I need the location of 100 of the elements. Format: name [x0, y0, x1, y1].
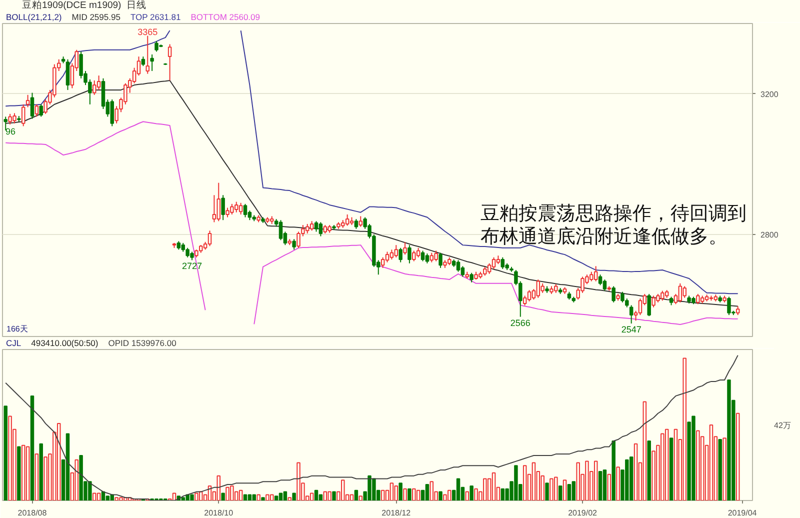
x-tick-label: 2019/04: [728, 508, 758, 518]
series-label: TOP 2631.81: [130, 12, 181, 22]
bar: [17, 446, 21, 500]
candlestick: [345, 214, 350, 226]
annotation: 2547: [621, 324, 642, 334]
candlestick: [243, 203, 248, 218]
candlestick: [238, 202, 243, 215]
candlestick: [430, 252, 434, 263]
text: MID 2595.95: [72, 12, 120, 22]
annotation: 2566: [510, 318, 530, 328]
bar: [545, 482, 549, 500]
bar: [602, 470, 607, 500]
candlestick: [292, 238, 296, 250]
annotation: 96: [6, 126, 16, 136]
candlestick: [416, 247, 420, 258]
text: BOTTOM 2560.09: [190, 12, 260, 22]
bar: [110, 494, 114, 500]
chart-title: 豆粕1909(DCE m1909): [22, 0, 122, 11]
chart-subtitle: 日线: [126, 0, 146, 11]
bar: [39, 443, 43, 500]
candlestick: [380, 256, 385, 268]
bar: [283, 491, 288, 500]
legend-title: CJL: [6, 338, 22, 348]
text: OPID 1539976.00: [108, 338, 176, 348]
legend-title: BOLL(21,21,2): [6, 12, 62, 22]
candlestick: [216, 182, 220, 222]
bar: [470, 485, 474, 500]
bar: [456, 478, 460, 500]
bar: [261, 497, 265, 500]
candlestick: [527, 290, 532, 302]
bar: [248, 494, 252, 500]
candlestick: [212, 194, 216, 223]
bar: [332, 491, 336, 500]
bar: [4, 406, 8, 500]
bar: [221, 492, 225, 500]
bar: [558, 485, 562, 500]
candlestick: [500, 256, 505, 270]
x-tick-label: 2018/10: [204, 508, 234, 518]
candlestick: [598, 274, 602, 286]
bar: [612, 440, 616, 500]
bar: [408, 488, 412, 500]
candlestick: [438, 252, 442, 268]
bar: [252, 494, 256, 500]
candlestick: [318, 222, 323, 237]
candlestick: [314, 220, 318, 232]
bar: [669, 438, 674, 500]
bar: [243, 494, 248, 500]
candlestick: [460, 266, 465, 278]
text: 42万: [774, 420, 791, 432]
bar: [292, 492, 296, 500]
bar: [567, 484, 572, 500]
candlestick: [398, 247, 402, 263]
candlestick: [208, 230, 212, 247]
bar: [66, 433, 70, 500]
bar: [629, 456, 634, 500]
candlestick: [540, 282, 544, 294]
annotation: 布林通道底沿附近逢低做多。: [480, 226, 728, 248]
candlestick: [638, 298, 642, 316]
candlestick: [385, 251, 390, 263]
candlestick: [470, 272, 474, 283]
candlestick: [146, 35, 150, 74]
candlestick: [34, 104, 39, 118]
candlestick: [278, 220, 283, 241]
candlestick: [150, 54, 154, 72]
candlestick: [30, 92, 34, 120]
bar: [30, 395, 34, 500]
bar: [354, 490, 358, 500]
annotation: 3365: [138, 26, 158, 37]
candlestick: [221, 194, 225, 221]
candlestick: [487, 262, 492, 274]
candlestick: [354, 218, 358, 230]
bar: [274, 496, 278, 500]
candlestick: [408, 244, 412, 264]
bar: [438, 491, 442, 500]
candlestick: [434, 250, 438, 262]
candlestick: [39, 104, 43, 118]
text: 493410.00(50:50): [31, 338, 98, 348]
candlestick: [21, 104, 26, 127]
x-tick-label: 2019/02: [568, 508, 598, 518]
annotation: 166天: [6, 324, 28, 334]
bar: [318, 494, 323, 500]
candlestick: [66, 58, 70, 90]
candlestick: [358, 216, 363, 228]
bar: [106, 496, 110, 500]
bar: [572, 481, 576, 500]
candlestick: [141, 56, 146, 67]
candlestick: [420, 250, 425, 262]
bar: [647, 440, 651, 500]
annotation: 豆粕按震荡思路操作，待回调到: [480, 204, 746, 224]
candlestick: [647, 293, 651, 317]
y-tick-label: 2800: [760, 230, 779, 240]
candlestick: [456, 260, 460, 272]
candlestick: [310, 220, 314, 232]
bar: [398, 482, 402, 500]
candlestick: [110, 98, 114, 127]
candlestick: [682, 286, 686, 298]
bar: [598, 470, 602, 500]
candlestick: [96, 75, 101, 90]
candlestick: [412, 250, 416, 262]
candlestick: [536, 279, 540, 298]
